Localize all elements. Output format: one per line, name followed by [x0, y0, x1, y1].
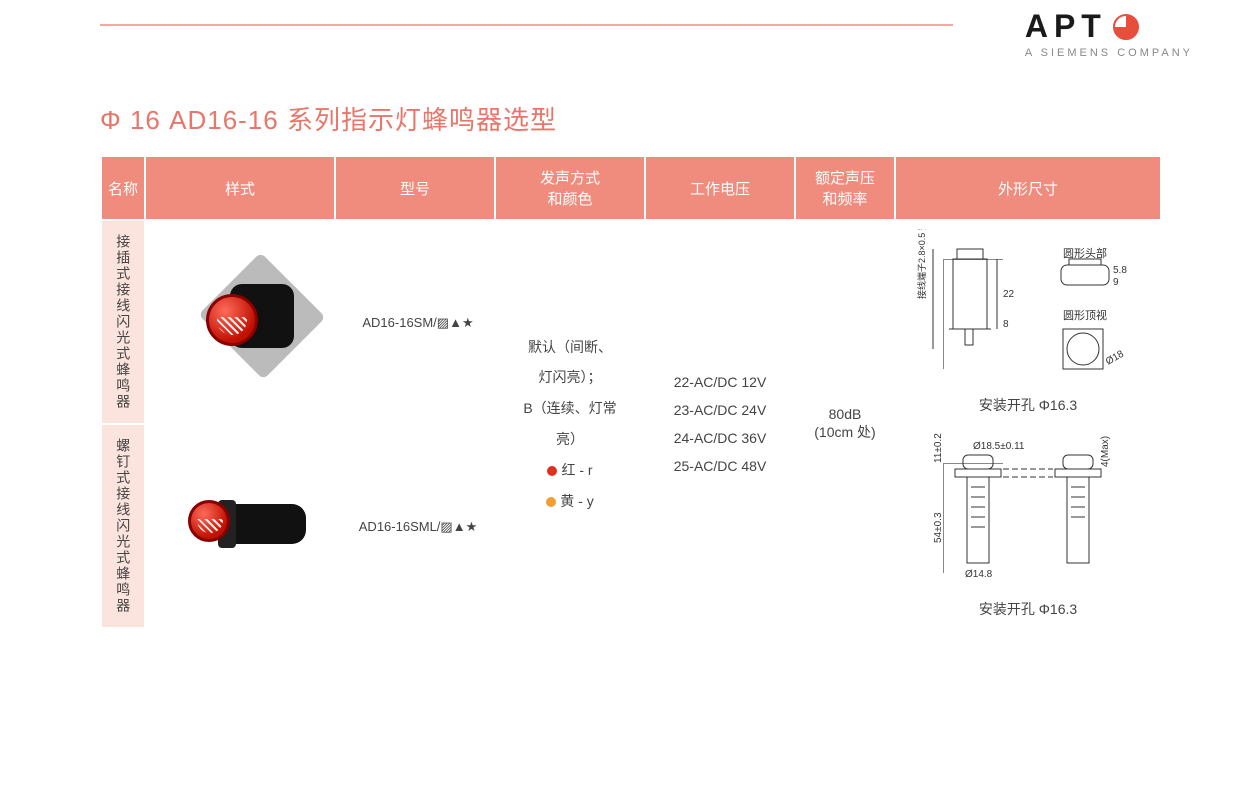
- spl-cell: 80dB (10cm 处): [795, 220, 895, 628]
- row1-dim-note: 安装开孔 Φ16.3: [904, 395, 1152, 415]
- product-image-1: [160, 252, 320, 392]
- row1-style: [145, 220, 335, 424]
- sound-yellow-label: 黄 - y: [560, 493, 593, 509]
- row2-model-text: AD16-16SML/▨▲★: [359, 519, 477, 534]
- brand-logo-icon: [1113, 14, 1139, 40]
- dimension-drawing-2: Ø18.5±0.11 11±0.2 54±0.3 Ø14.8 4(Max): [913, 433, 1143, 593]
- volt-1: 23-AC/DC 24V: [654, 396, 786, 424]
- row2-model: AD16-16SML/▨▲★: [335, 424, 495, 628]
- sound-line3: B（连续、灯常: [506, 393, 634, 424]
- voltage-cell: 22-AC/DC 12V 23-AC/DC 24V 24-AC/DC 36V 2…: [645, 220, 795, 628]
- sound-line2: 灯闪亮）；: [506, 362, 634, 393]
- row1-model: AD16-16SM/▨▲★: [335, 220, 495, 424]
- page-header: APT A SIEMENS COMPANY: [0, 0, 1253, 70]
- row2-name: 螺钉式接线闪光式蜂鸣器: [101, 424, 145, 628]
- sound-red: 红 - r: [506, 455, 634, 486]
- selection-table: 名称 样式 型号 发声方式 和颜色 工作电压 额定声压 和频率 外形尺寸 接插式…: [100, 155, 1162, 629]
- dim1-h1: 22: [1003, 289, 1015, 300]
- th-model: 型号: [335, 156, 495, 220]
- dim2-dtop: Ø18.5±0.11: [973, 441, 1025, 452]
- dim2-t: 4(Max): [1100, 436, 1111, 467]
- dim2-htop: 11±0.2: [933, 433, 944, 463]
- dim2-hbody: 54±0.3: [933, 512, 944, 543]
- row2-dim-note: 安装开孔 Φ16.3: [904, 599, 1152, 619]
- th-dim: 外形尺寸: [895, 156, 1161, 220]
- table-row: 接插式接线闪光式蜂鸣器 AD16-16SM/▨▲★ 默认（间断、 灯闪亮）； B…: [101, 220, 1161, 424]
- product-image-2: [160, 456, 320, 596]
- th-sound: 发声方式 和颜色: [495, 156, 645, 220]
- sound-cell: 默认（间断、 灯闪亮）； B（连续、灯常 亮） 红 - r 黄 - y: [495, 220, 645, 628]
- dim1-h3: 9: [1113, 277, 1119, 288]
- row1-dim: 22 8 接线端子2.8×0.5 安装板厚1~6 圆形头部 5.8 9 圆形顶视: [895, 220, 1161, 424]
- header-rule: [100, 24, 953, 26]
- sound-line1: 默认（间断、: [506, 332, 634, 363]
- dim1-top-label: 圆形头部: [1063, 246, 1107, 260]
- row2-style: [145, 424, 335, 628]
- dim1-side-label: 接线端子2.8×0.5 安装板厚1~6: [916, 229, 927, 299]
- red-dot-icon: [547, 466, 557, 476]
- brand-name: APT: [1025, 8, 1107, 45]
- dimension-drawing-1: 22 8 接线端子2.8×0.5 安装板厚1~6 圆形头部 5.8 9 圆形顶视: [913, 229, 1143, 389]
- row2-dim: Ø18.5±0.11 11±0.2 54±0.3 Ø14.8 4(Max) 安装…: [895, 424, 1161, 628]
- brand-name-row: APT: [1025, 8, 1193, 45]
- dim1-h2: 8: [1003, 319, 1009, 330]
- brand-subtitle: A SIEMENS COMPANY: [1025, 47, 1193, 59]
- th-spl: 额定声压 和频率: [795, 156, 895, 220]
- spl-db: 80dB: [804, 406, 886, 422]
- th-voltage: 工作电压: [645, 156, 795, 220]
- row1-model-text: AD16-16SM/▨▲★: [362, 315, 473, 330]
- dim1-h4: 5.8: [1113, 265, 1127, 276]
- dim1-front-label: 圆形顶视: [1063, 308, 1107, 322]
- table-header-row: 名称 样式 型号 发声方式 和颜色 工作电压 额定声压 和频率 外形尺寸: [101, 156, 1161, 220]
- volt-3: 25-AC/DC 48V: [654, 452, 786, 480]
- dim2-dbase: Ø14.8: [965, 569, 993, 580]
- page-title: Φ 16 AD16-16 系列指示灯蜂鸣器选型: [0, 70, 1253, 155]
- volt-0: 22-AC/DC 12V: [654, 368, 786, 396]
- th-name: 名称: [101, 156, 145, 220]
- yellow-dot-icon: [546, 497, 556, 507]
- sound-red-label: 红 - r: [561, 462, 592, 478]
- brand-block: APT A SIEMENS COMPANY: [1025, 8, 1193, 59]
- row1-name: 接插式接线闪光式蜂鸣器: [101, 220, 145, 424]
- th-style: 样式: [145, 156, 335, 220]
- volt-2: 24-AC/DC 36V: [654, 424, 786, 452]
- sound-yellow: 黄 - y: [506, 486, 634, 517]
- dim1-d: Ø18: [1104, 348, 1126, 367]
- spl-dist: (10cm 处): [804, 422, 886, 442]
- sound-line4: 亮）: [506, 424, 634, 455]
